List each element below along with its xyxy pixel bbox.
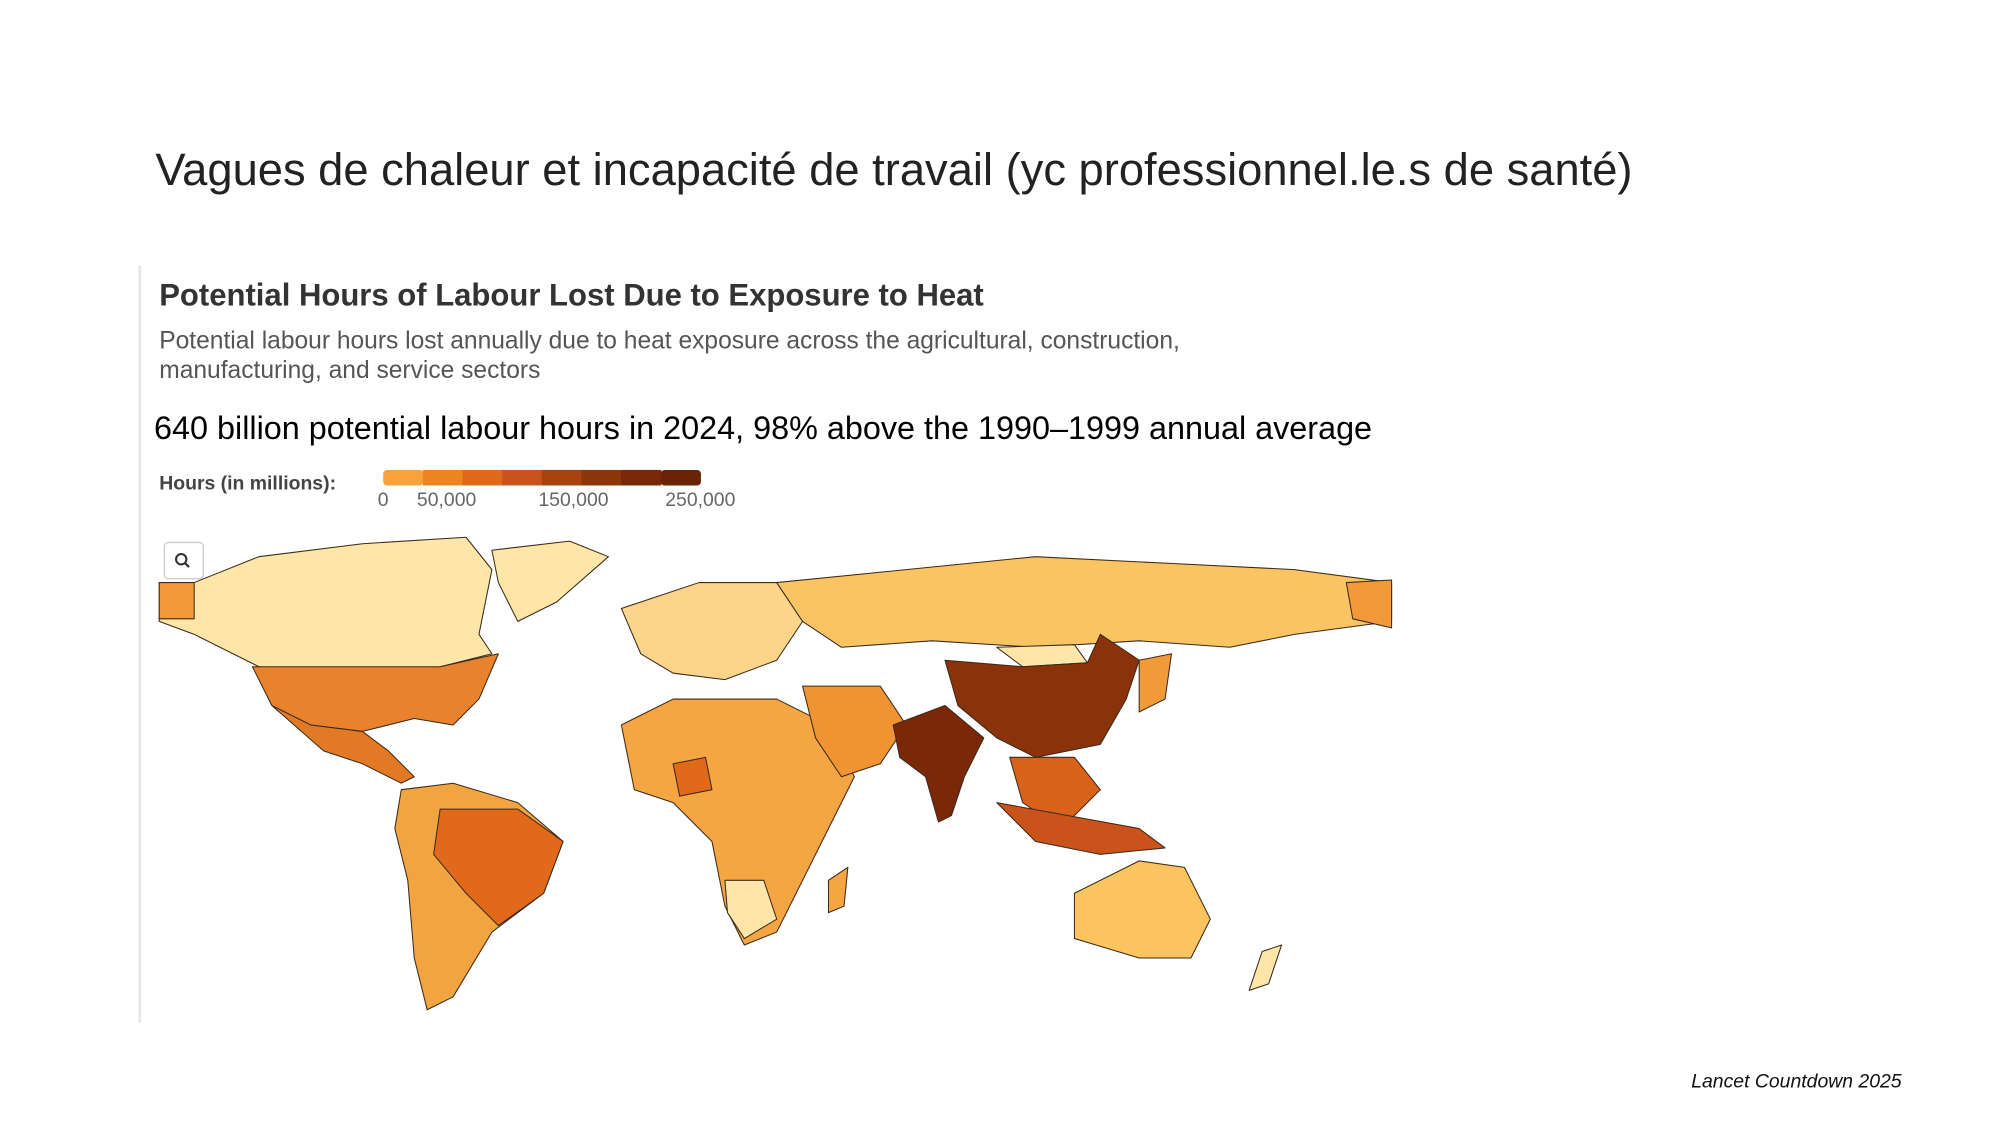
canada	[158, 536, 493, 674]
legend-title: Hours (in millions):	[159, 472, 336, 494]
source: Lancet Countdown 2025	[1691, 1070, 1902, 1092]
china	[944, 633, 1140, 758]
map-subtitle: Potential labour hours lost annually due…	[159, 327, 1180, 354]
russia-east	[1345, 579, 1393, 629]
zoom-icon	[175, 553, 188, 566]
map-title: Potential Hours of Labour Lost Due to Ex…	[159, 278, 984, 313]
southeast-asia	[1009, 756, 1101, 830]
japan	[1138, 653, 1173, 713]
map-subtitle: manufacturing, and service sectors	[159, 357, 540, 384]
legend-swatch	[462, 469, 503, 486]
india	[892, 705, 985, 823]
southern-africa	[724, 879, 778, 940]
legend-swatch	[541, 469, 583, 486]
brazil	[433, 808, 564, 927]
slide-title: Vagues de chaleur et incapacité de trava…	[155, 144, 1632, 195]
russia	[776, 556, 1393, 648]
europe	[620, 582, 804, 681]
world-map	[158, 536, 1393, 1011]
madagascar	[827, 866, 849, 914]
legend-swatch	[502, 469, 543, 486]
zoom-button-box[interactable]	[163, 541, 204, 580]
legend: 0 50,000 150,000 250,000	[378, 469, 736, 511]
mexico	[271, 705, 415, 784]
legend-tick-label: 250,000	[665, 489, 735, 511]
new-zealand	[1248, 944, 1283, 991]
greenland	[491, 540, 609, 622]
africa	[620, 698, 855, 946]
zoom-button[interactable]	[163, 541, 204, 580]
legend-tick-label: 150,000	[538, 489, 608, 511]
middle-east	[802, 685, 907, 778]
legend-tick-label: 0	[378, 489, 389, 511]
map-caption: 640 billion potential labour hours in 20…	[154, 410, 1372, 446]
legend-tick-label: 50,000	[417, 489, 477, 511]
legend-swatch	[422, 469, 464, 486]
nigeria	[672, 756, 713, 797]
alaska	[158, 582, 195, 620]
indonesia	[996, 802, 1166, 855]
legend-swatch	[660, 469, 701, 486]
australia	[1073, 860, 1211, 959]
legend-swatch	[383, 469, 424, 486]
zoom-icon	[184, 562, 190, 568]
legend-swatch	[581, 469, 622, 486]
legend-swatch	[621, 469, 662, 486]
